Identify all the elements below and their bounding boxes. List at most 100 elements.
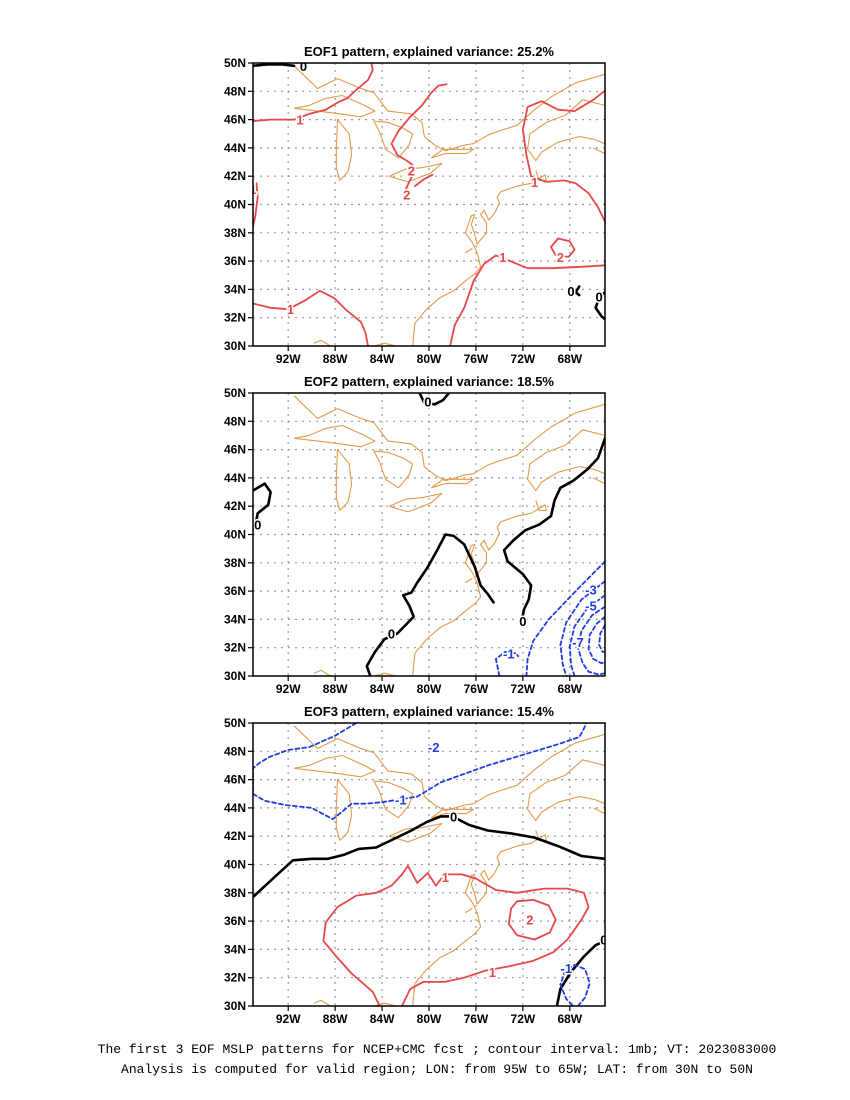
y-tick-label: 30N [224, 339, 246, 353]
coastline [335, 119, 353, 181]
coastline [335, 449, 353, 511]
zero-contour-line [253, 63, 296, 68]
y-tick-label: 40N [224, 528, 246, 542]
x-tick-label: 72W [511, 682, 536, 696]
negative-contour-line [494, 651, 520, 676]
coastline [335, 779, 353, 841]
negative-contour-line [598, 624, 605, 653]
eof3-panel: EOF3 pattern, explained variance: 15.4% -… [224, 704, 607, 1026]
y-tick-label: 32N [224, 311, 246, 325]
coastline [373, 780, 414, 819]
y-tick-label: 32N [224, 641, 246, 655]
eof2-panel: EOF2 pattern, explained variance: 18.5% 0… [224, 374, 606, 696]
coastline [294, 754, 376, 778]
zero-contour-line [253, 482, 272, 531]
y-tick-label: 32N [224, 971, 246, 985]
coastline [465, 577, 473, 584]
y-tick-label: 30N [224, 999, 246, 1013]
y-tick-label: 46N [224, 773, 246, 787]
contour-label: -3 [585, 583, 597, 598]
caption-line-2: Analysis is computed for valid region; L… [121, 1062, 753, 1077]
x-tick-label: 76W [464, 682, 489, 696]
zero-contour-line [555, 939, 605, 1006]
eof1-plot-area: 1 2 2 1 1 1 2 1 0 0 0 [249, 63, 605, 346]
y-tick-label: 42N [224, 169, 246, 183]
x-tick-label: 92W [276, 682, 301, 696]
y-tick-label: 50N [224, 716, 246, 730]
y-tick-label: 48N [224, 414, 246, 428]
x-tick-label: 72W [511, 352, 536, 366]
contour-label: 2 [403, 188, 410, 203]
y-tick-label: 46N [224, 113, 246, 127]
coastline [527, 99, 605, 162]
coastline [313, 669, 331, 676]
contour-label: 0 [600, 932, 607, 947]
contour-label: 0 [424, 394, 431, 409]
positive-contour-line [390, 83, 448, 192]
coastline [388, 492, 443, 513]
x-tick-label: 84W [370, 682, 395, 696]
coastline [293, 424, 376, 448]
y-tick-label: 44N [224, 471, 246, 485]
contour-label: 0 [596, 289, 603, 304]
negative-contour-line [559, 580, 605, 676]
eof2-title: EOF2 pattern, explained variance: 18.5% [304, 374, 554, 389]
coastline [293, 65, 605, 152]
positive-contour-line [522, 89, 605, 223]
coastline [593, 477, 605, 485]
y-tick-label: 42N [224, 499, 246, 513]
negative-contour-line [577, 605, 605, 676]
x-tick-label: 68W [557, 682, 582, 696]
y-tick-label: 50N [224, 386, 246, 400]
coastline [412, 500, 547, 676]
contour-label: 0 [388, 627, 395, 642]
coastline [388, 162, 443, 183]
y-tick-label: 44N [224, 141, 246, 155]
coastline [313, 999, 331, 1006]
contour-label: 1 [249, 182, 256, 197]
zero-contour-line [365, 533, 495, 676]
x-tick-label: 80W [417, 682, 442, 696]
coastline [465, 247, 473, 254]
contour-label: 2 [557, 250, 564, 265]
x-tick-label: 92W [276, 1012, 301, 1026]
positive-contour-line [550, 237, 576, 258]
x-tick-label: 88W [323, 1012, 348, 1026]
contour-label: -1 [395, 792, 407, 807]
x-tick-label: 68W [557, 1012, 582, 1026]
contour-label: 1 [287, 302, 294, 317]
contour-label: 1 [499, 250, 506, 265]
zero-contour-line [502, 436, 605, 623]
y-tick-label: 34N [224, 282, 246, 296]
contour-label: -2 [428, 740, 440, 755]
contour-label: -1 [503, 646, 515, 661]
negative-contour-line [559, 964, 591, 1006]
contour-label: 2 [526, 913, 533, 928]
caption-line-1: The first 3 EOF MSLP patterns for NCEP+C… [98, 1042, 777, 1057]
positive-contour-line [253, 289, 369, 346]
coastline [593, 147, 605, 155]
coastline [373, 450, 414, 489]
contour-label: 0 [450, 809, 457, 824]
coastline [373, 672, 397, 676]
contour-label: 0 [254, 518, 261, 533]
y-tick-label: 50N [224, 56, 246, 70]
negative-contour-line [568, 594, 605, 676]
coastline [313, 339, 331, 346]
zero-contour-line [253, 815, 605, 899]
coastline [430, 478, 475, 489]
x-tick-label: 80W [417, 1012, 442, 1026]
coastline [373, 120, 414, 159]
coastline [465, 907, 473, 914]
y-tick-label: 40N [224, 198, 246, 212]
negative-contour-line [525, 560, 605, 676]
eof1-panel: EOF1 pattern, explained variance: 25.2%1… [224, 44, 606, 366]
coastline [412, 830, 547, 1006]
contour-label: 0 [519, 614, 526, 629]
zero-contour-line [594, 290, 605, 321]
coastline [293, 395, 605, 482]
contour-label: -1 [560, 961, 572, 976]
x-tick-label: 88W [323, 352, 348, 366]
y-tick-label: 34N [224, 612, 246, 626]
x-tick-label: 76W [464, 352, 489, 366]
